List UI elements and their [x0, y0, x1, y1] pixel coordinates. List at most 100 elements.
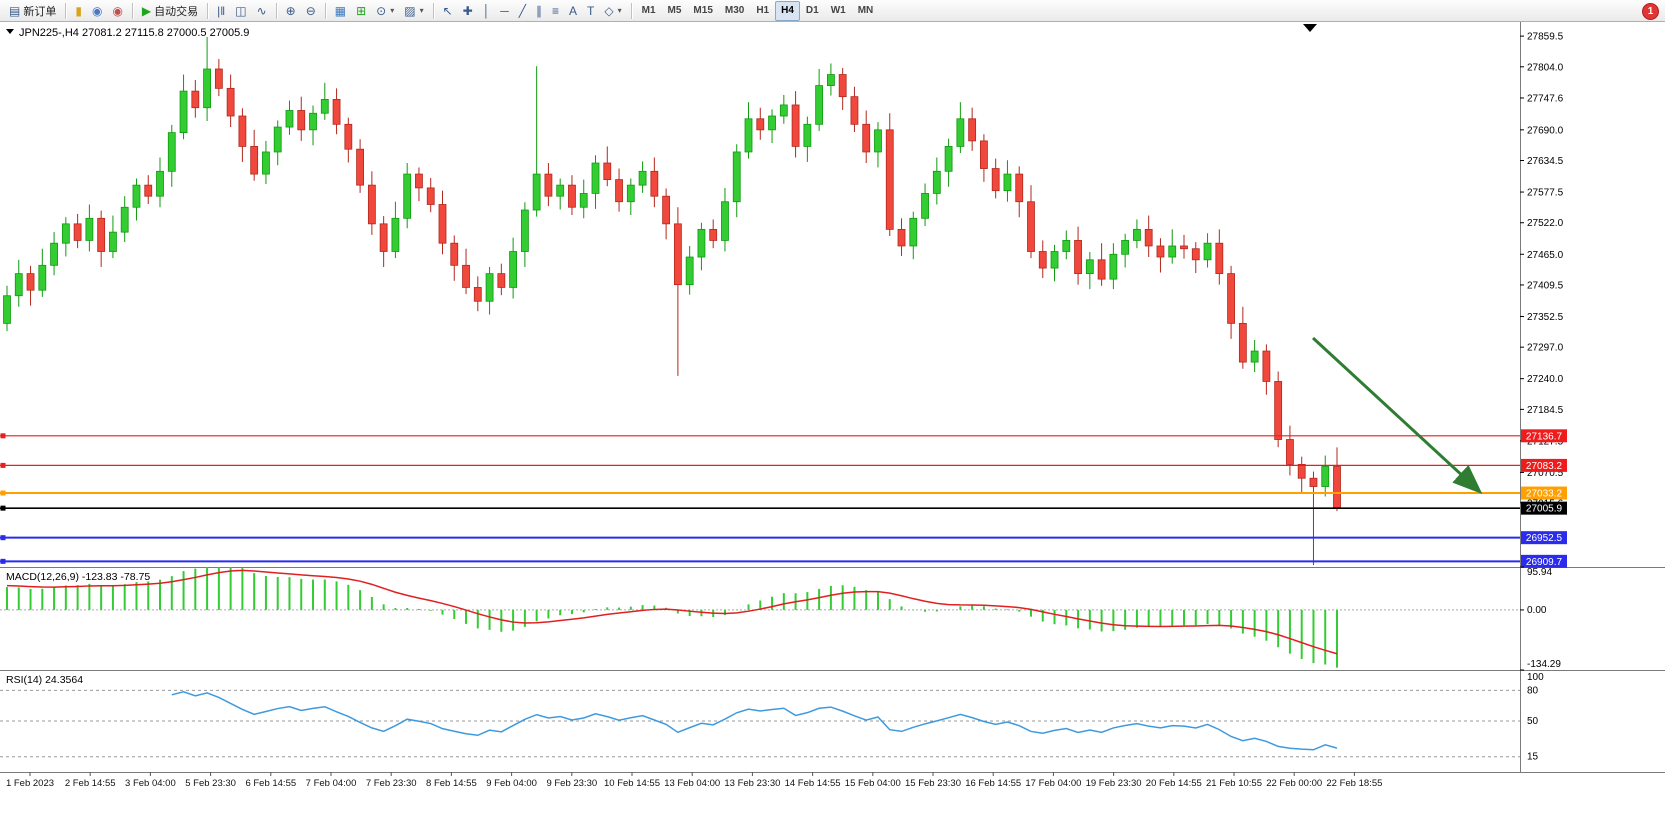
timeframe-w1[interactable]: W1: [825, 1, 852, 21]
caret-down-icon: ▾: [390, 6, 395, 15]
candle-body: [779, 104, 788, 117]
timeframe-h4[interactable]: H4: [775, 0, 800, 21]
candle-body: [73, 223, 82, 241]
resistance-line-1-anchor[interactable]: [0, 433, 6, 439]
timeframe-m5[interactable]: M5: [662, 1, 688, 21]
chart-shift-marker[interactable]: [1303, 24, 1317, 32]
time-axis-label: 19 Feb 23:30: [1086, 778, 1142, 789]
candle-body: [697, 228, 706, 258]
candle-body: [568, 184, 576, 208]
text-icon-glyph: A: [569, 3, 578, 18]
trend-arrow[interactable]: [1311, 336, 1483, 495]
candle-body: [438, 204, 447, 244]
community-icon[interactable]: ◉: [107, 1, 127, 21]
candle-body: [638, 170, 647, 186]
time-axis-label: 17 Feb 04:00: [1025, 778, 1081, 789]
gold-icon[interactable]: ▮: [70, 1, 87, 21]
price-tick-label: 27859.5: [1527, 32, 1564, 43]
candle-body: [791, 104, 800, 147]
price-tick-label: 27297.0: [1527, 343, 1564, 354]
candle-body: [1144, 228, 1153, 247]
crosshair-icon[interactable]: ✚: [458, 1, 478, 21]
price-tick-label: 27409.5: [1527, 280, 1564, 291]
candle-body: [367, 184, 376, 225]
timeframe-m15[interactable]: M15: [687, 1, 718, 21]
period-icon-glyph: ⊙: [376, 3, 387, 18]
period-icon[interactable]: ⊙ ▾: [371, 1, 399, 21]
rsi-axis-label: 80: [1527, 685, 1539, 696]
line-chart-icon[interactable]: ∿: [252, 1, 272, 21]
candle-body: [909, 217, 918, 247]
template-icon-glyph: ▨: [404, 3, 416, 18]
macd-axis-label: 95.94: [1527, 567, 1552, 578]
timeframe-h1[interactable]: H1: [750, 1, 775, 21]
candle-body: [520, 209, 529, 252]
label-icon[interactable]: T: [582, 1, 599, 21]
timeframe-m1[interactable]: M1: [636, 1, 662, 21]
price-tick-label: 27070.5: [1527, 468, 1564, 479]
candle-body: [897, 228, 906, 247]
candle-body: [391, 217, 400, 252]
shapes-icon[interactable]: ◇ ▾: [599, 1, 626, 21]
cursor-icon[interactable]: ↖: [438, 1, 458, 21]
candle-body: [26, 273, 35, 291]
candle-body: [450, 242, 459, 266]
chart-area[interactable]: 27859.5 27804.0 27747.6 27690.0 27634.5 27577…: [0, 22, 1665, 839]
time-axis-label: 2 Feb 14:55: [65, 778, 116, 789]
price-tick-label: 27522.0: [1527, 218, 1564, 229]
support-line-2-anchor[interactable]: [0, 558, 6, 564]
trendline-icon[interactable]: ╱: [514, 1, 531, 21]
indicators-icon[interactable]: ⊞: [351, 1, 371, 21]
resistance-line-2-price-label: 27083.2: [1526, 461, 1563, 472]
auto-trading-button[interactable]: ▶ 自动交易: [137, 1, 203, 21]
support-line-1-anchor[interactable]: [0, 535, 6, 541]
price-chart[interactable]: 27859.5 27804.0 27747.6 27690.0 27634.5 27577…: [0, 22, 1665, 839]
candle-body: [615, 179, 623, 203]
macd-axis-label: -134.29: [1527, 659, 1561, 670]
time-axis-label: 9 Feb 04:00: [486, 778, 537, 789]
candlestick-chart-icon[interactable]: ◫: [230, 1, 251, 21]
orange-support-line-anchor[interactable]: [0, 490, 6, 496]
timeframe-m15-label: M15: [693, 5, 713, 16]
text-icon[interactable]: A: [564, 1, 582, 21]
profile-icon-glyph: ◉: [91, 3, 103, 18]
tile-windows-icon[interactable]: ▦: [330, 1, 351, 21]
timeframe-m1-label: M1: [641, 5, 656, 16]
resistance-line-2-anchor[interactable]: [0, 462, 6, 468]
candle-body: [662, 195, 671, 225]
current-price-line-anchor[interactable]: [0, 505, 6, 511]
fibonacci-icon[interactable]: ≡: [547, 1, 564, 21]
candle-body: [921, 193, 929, 219]
candle-body: [1227, 273, 1235, 324]
candle-body: [744, 118, 753, 153]
crosshair-icon-glyph: ✚: [462, 3, 473, 18]
chart-menu-triangle[interactable]: [6, 29, 14, 34]
horizontal-line-icon[interactable]: ─: [495, 1, 514, 21]
bar-chart-icon[interactable]: |‖: [212, 1, 230, 21]
timeframe-m30[interactable]: M30: [719, 1, 750, 21]
candle-body: [1074, 240, 1082, 275]
candle-body: [1097, 259, 1106, 280]
candle-body: [721, 201, 729, 241]
template-icon[interactable]: ▨ ▾: [399, 1, 428, 21]
cursor-icon-glyph: ↖: [442, 3, 453, 18]
timeframe-d1[interactable]: D1: [800, 1, 825, 21]
candle-body: [1286, 439, 1294, 465]
rsi-axis-label: 100: [1527, 672, 1544, 683]
timeframe-mn[interactable]: MN: [852, 1, 880, 21]
candle-body: [1203, 242, 1212, 261]
channel-icon-glyph: ∥: [535, 3, 542, 18]
zoom-out-icon[interactable]: ⊖: [301, 1, 321, 21]
new-order-button[interactable]: ▤ 新订单: [4, 1, 61, 21]
channel-icon[interactable]: ∥: [531, 1, 547, 21]
line-chart-icon-glyph: ∿: [256, 3, 267, 18]
profile-icon[interactable]: ◉: [87, 1, 107, 21]
candle-body: [3, 295, 11, 324]
candle-body: [156, 170, 164, 197]
candle-body: [768, 115, 776, 131]
zoom-in-icon[interactable]: ⊕: [281, 1, 301, 21]
notification-badge[interactable]: 1: [1642, 3, 1659, 20]
time-axis-label: 22 Feb 00:00: [1266, 778, 1322, 789]
candle-body: [273, 126, 282, 153]
vertical-line-icon[interactable]: │: [478, 1, 496, 21]
